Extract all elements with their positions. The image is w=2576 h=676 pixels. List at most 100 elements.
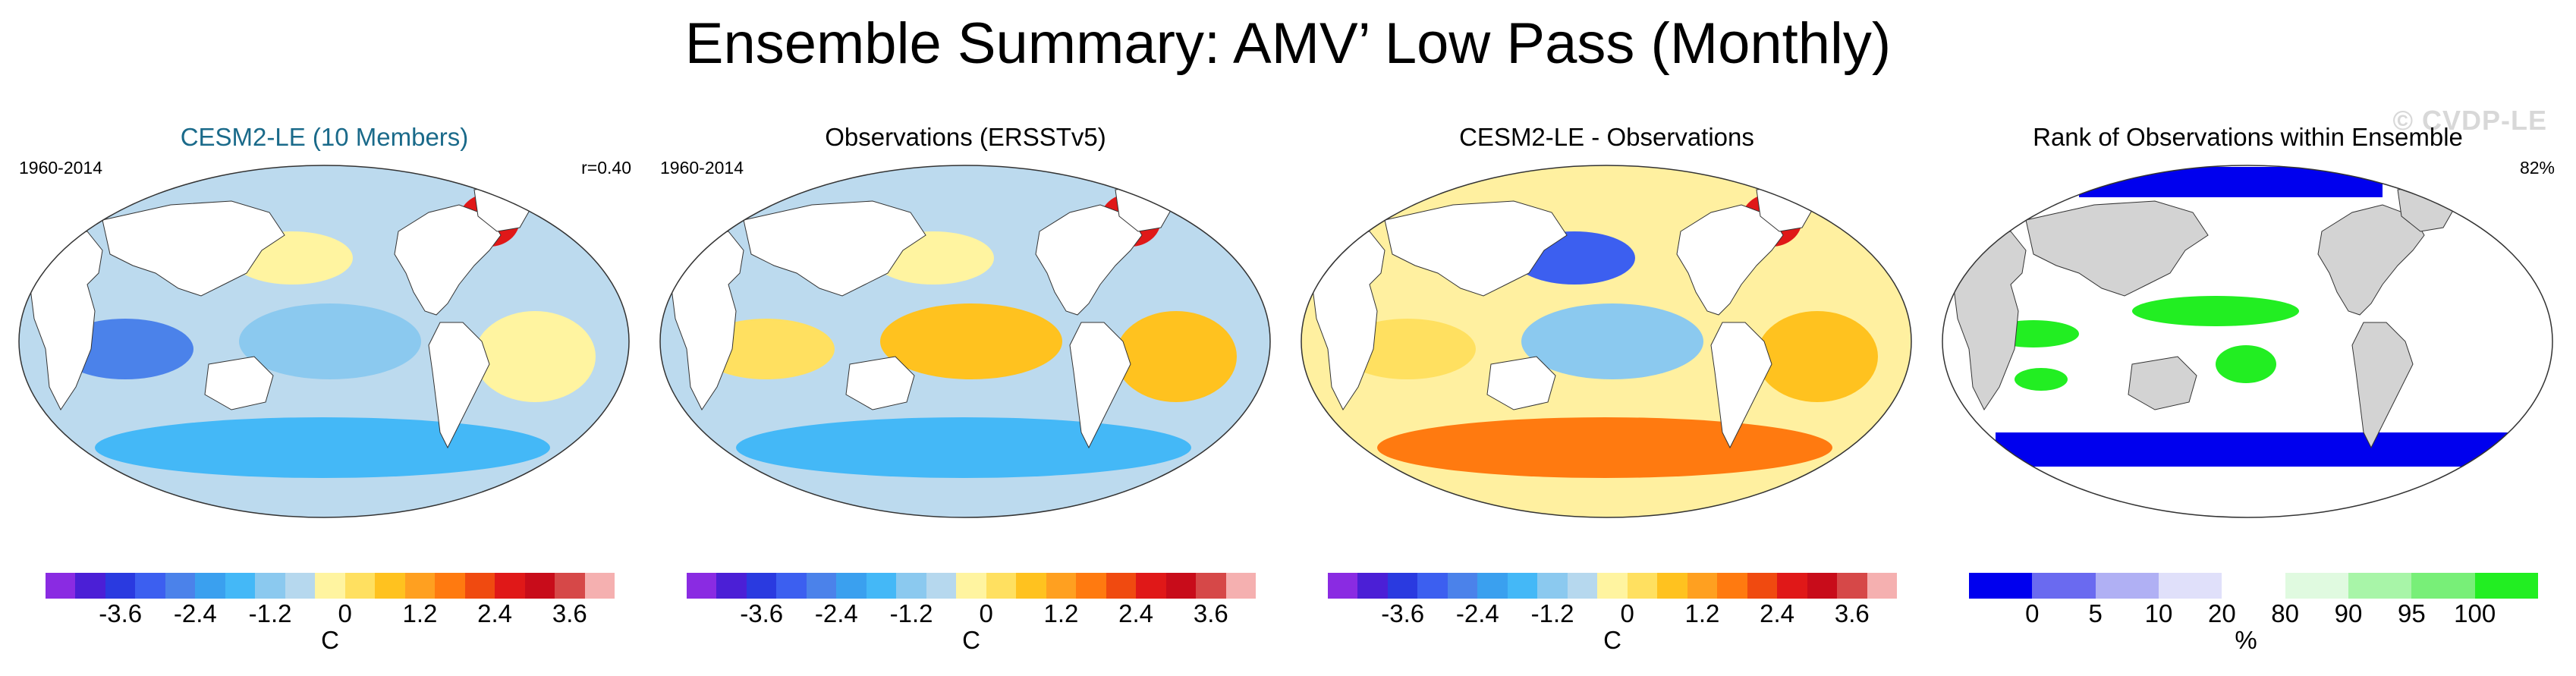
colorbar-tick-label: 5 (2088, 599, 2103, 627)
continent-asia (2025, 200, 2209, 297)
colorbar-segment (1046, 573, 1077, 599)
continent-australia (1486, 356, 1556, 410)
colorbar-segment (2032, 573, 2096, 599)
colorbar-segment (1196, 573, 1227, 599)
colorbar-segment (2222, 573, 2286, 599)
panel-cesm2-le: CESM2-LE (10 Members) 1960-2014 r=0.40 -… (4, 114, 645, 675)
colorbar-tick-label: 1.2 (1043, 599, 1079, 627)
panel-observations: Observations (ERSSTv5) 1960-2014 -3.6 -2.… (645, 114, 1286, 675)
colorbar-segment (555, 573, 586, 599)
colorbar-segment (165, 573, 196, 599)
colorbar-segment (1136, 573, 1167, 599)
colorbar-tick-label: 0 (1620, 599, 1634, 627)
colorbar-tick-label: -3.6 (740, 599, 784, 627)
colorbar-segment (1328, 573, 1358, 599)
colorbar-segment (435, 573, 466, 599)
anomaly-region (474, 311, 596, 402)
colorbar-tick-label: 3.6 (1834, 599, 1870, 627)
colorbar-segment (75, 573, 106, 599)
colorbar-segment (524, 573, 555, 599)
panel-stat: 82% (2519, 158, 2555, 178)
anomaly-region (736, 417, 1191, 478)
continent-asia (102, 200, 285, 297)
map-outline (1301, 165, 1912, 518)
continent-australia (845, 356, 915, 410)
colorbar-segment (344, 573, 376, 599)
colorbar-segment (135, 573, 166, 599)
colorbar-segment (836, 573, 867, 599)
colorbar-tick-label: 0 (2025, 599, 2040, 627)
continent-europe-africa (1953, 231, 2027, 410)
colorbar-segment (746, 573, 777, 599)
colorbar-tick-label: 90 (2334, 599, 2363, 627)
continent-south-america (2351, 322, 2414, 449)
colorbar-segment (896, 573, 927, 599)
colorbar-segment (1657, 573, 1688, 599)
colorbar-segment (1076, 573, 1107, 599)
colorbar-segment (716, 573, 747, 599)
panel-title: CESM2-LE - Observations (1459, 123, 1754, 151)
colorbar-segment (1507, 573, 1538, 599)
continent-south-america (1710, 322, 1772, 449)
continent-asia (743, 200, 926, 297)
rank-high-patch (2216, 345, 2276, 383)
colorbar-segment (1016, 573, 1047, 599)
colorbar-segment (1777, 573, 1808, 599)
colorbar-tick-label: 3.6 (552, 599, 587, 627)
map-outline (659, 165, 1271, 518)
map-robinson (659, 165, 1271, 518)
anomaly-region (95, 417, 550, 478)
colorbar-tick-label: 3.6 (1193, 599, 1228, 627)
colorbar-segment (1687, 573, 1718, 599)
colorbar-tick-label: -1.2 (248, 599, 292, 627)
continent-asia (1384, 200, 1568, 297)
anomaly-region (1521, 303, 1703, 379)
continent-south-america (428, 322, 490, 449)
colorbar-segment (1537, 573, 1568, 599)
colorbar-unit: C (1603, 626, 1621, 654)
colorbar-segment (986, 573, 1017, 599)
continent-australia (204, 356, 274, 410)
panel-period: 1960-2014 (19, 158, 102, 178)
rank-high-patch (2015, 368, 2068, 391)
anomaly-region (1757, 311, 1878, 402)
panel-title: Rank of Observations within Ensemble (2033, 123, 2463, 151)
colorbar-tick-label: 1.2 (1684, 599, 1720, 627)
colorbar-tick-label: 10 (2144, 599, 2173, 627)
map-outline (1942, 165, 2553, 518)
colorbar-segment (1357, 573, 1389, 599)
colorbar-segment (315, 573, 346, 599)
colorbar-tick-label: 1.2 (402, 599, 438, 627)
colorbar-segment (404, 573, 436, 599)
map-outline (18, 165, 630, 518)
colorbar-segment (375, 573, 406, 599)
colorbar-segment (1867, 573, 1898, 599)
continent-australia (2128, 356, 2197, 410)
colorbar-segment (1417, 573, 1448, 599)
colorbar (46, 573, 615, 599)
colorbar-segment (2159, 573, 2222, 599)
colorbar (1328, 573, 1898, 599)
map-field (1942, 165, 2552, 517)
colorbar-tick-label: -1.2 (889, 599, 933, 627)
colorbar-unit: C (962, 626, 980, 654)
colorbar-tick-label: 100 (2454, 599, 2496, 627)
colorbar-segment (105, 573, 136, 599)
continent-north-america (1035, 204, 1143, 316)
colorbar (1969, 573, 2539, 599)
panel-title: Observations (ERSSTv5) (825, 123, 1106, 151)
colorbar-tick-label: 2.4 (1760, 599, 1795, 627)
colorbar-tick-label: 2.4 (1118, 599, 1154, 627)
colorbar-segment (1717, 573, 1748, 599)
colorbar-segment (2095, 573, 2159, 599)
colorbar-tick-label: -2.4 (173, 599, 217, 627)
colorbar-segment (776, 573, 807, 599)
colorbar-segment (285, 573, 316, 599)
colorbar-segment (1627, 573, 1658, 599)
colorbar-segment (866, 573, 897, 599)
panel-difference: CESM2-LE - Observations -3.6 -2.4 -1.2 0 1.2… (1286, 114, 1927, 675)
colorbar-tick-label: -3.6 (1381, 599, 1425, 627)
colorbar-tick-label: 2.4 (477, 599, 513, 627)
map-robinson (1942, 165, 2553, 518)
map-field (660, 165, 1270, 517)
